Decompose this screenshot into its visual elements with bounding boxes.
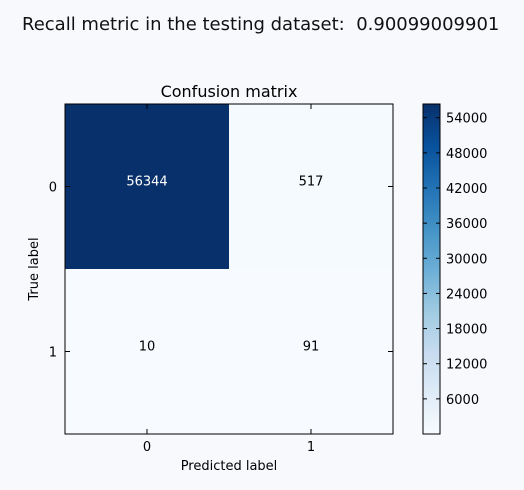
plot-frame xyxy=(64,103,394,435)
heatmap-cell xyxy=(65,104,229,269)
colorbar-tick-label: 36000 xyxy=(446,217,487,232)
recall-value: 0.90099009901 xyxy=(356,14,500,35)
x-tick-label: 1 xyxy=(307,440,315,455)
cell-value-label: 10 xyxy=(139,340,156,355)
cell-value-label: 56344 xyxy=(126,175,167,190)
colorbar-tick-label: 48000 xyxy=(446,147,487,162)
x-tick-label: 0 xyxy=(143,440,151,455)
colorbar-tick-label: 30000 xyxy=(446,252,487,267)
axis-ticks: 0 101 xyxy=(49,104,393,455)
cell-value-label: 517 xyxy=(299,175,324,190)
recall-header: Recall metric in the testing dataset: 0.… xyxy=(22,14,499,35)
heatmap-cell xyxy=(65,269,229,434)
heatmap-cells: 56344 517 10 91 xyxy=(65,104,393,434)
cell-value-label: 91 xyxy=(303,340,320,355)
y-tick-label: 0 xyxy=(49,181,57,196)
colorbar-tick-label: 24000 xyxy=(446,287,487,302)
colorbar-tick-label: 6000 xyxy=(446,393,479,408)
x-axis-label: Predicted label xyxy=(181,459,278,474)
y-tick-label: 1 xyxy=(49,346,57,361)
colorbar xyxy=(422,103,441,435)
colorbar-tick-label: 42000 xyxy=(446,182,487,197)
chart-title: Confusion matrix xyxy=(161,82,298,101)
heatmap-cell xyxy=(229,269,393,434)
colorbar-tick-label: 12000 xyxy=(446,358,487,373)
heatmap-cell xyxy=(229,104,393,269)
colorbar-ticks: 6000 12000 18000 24000 30000 36000 42000 48000 5… xyxy=(423,112,487,408)
colorbar-tick-label: 18000 xyxy=(446,323,487,338)
recall-label: Recall metric in the testing dataset: xyxy=(22,14,345,35)
colorbar-tick-label: 54000 xyxy=(446,112,487,127)
y-axis-label: True label xyxy=(27,237,42,301)
